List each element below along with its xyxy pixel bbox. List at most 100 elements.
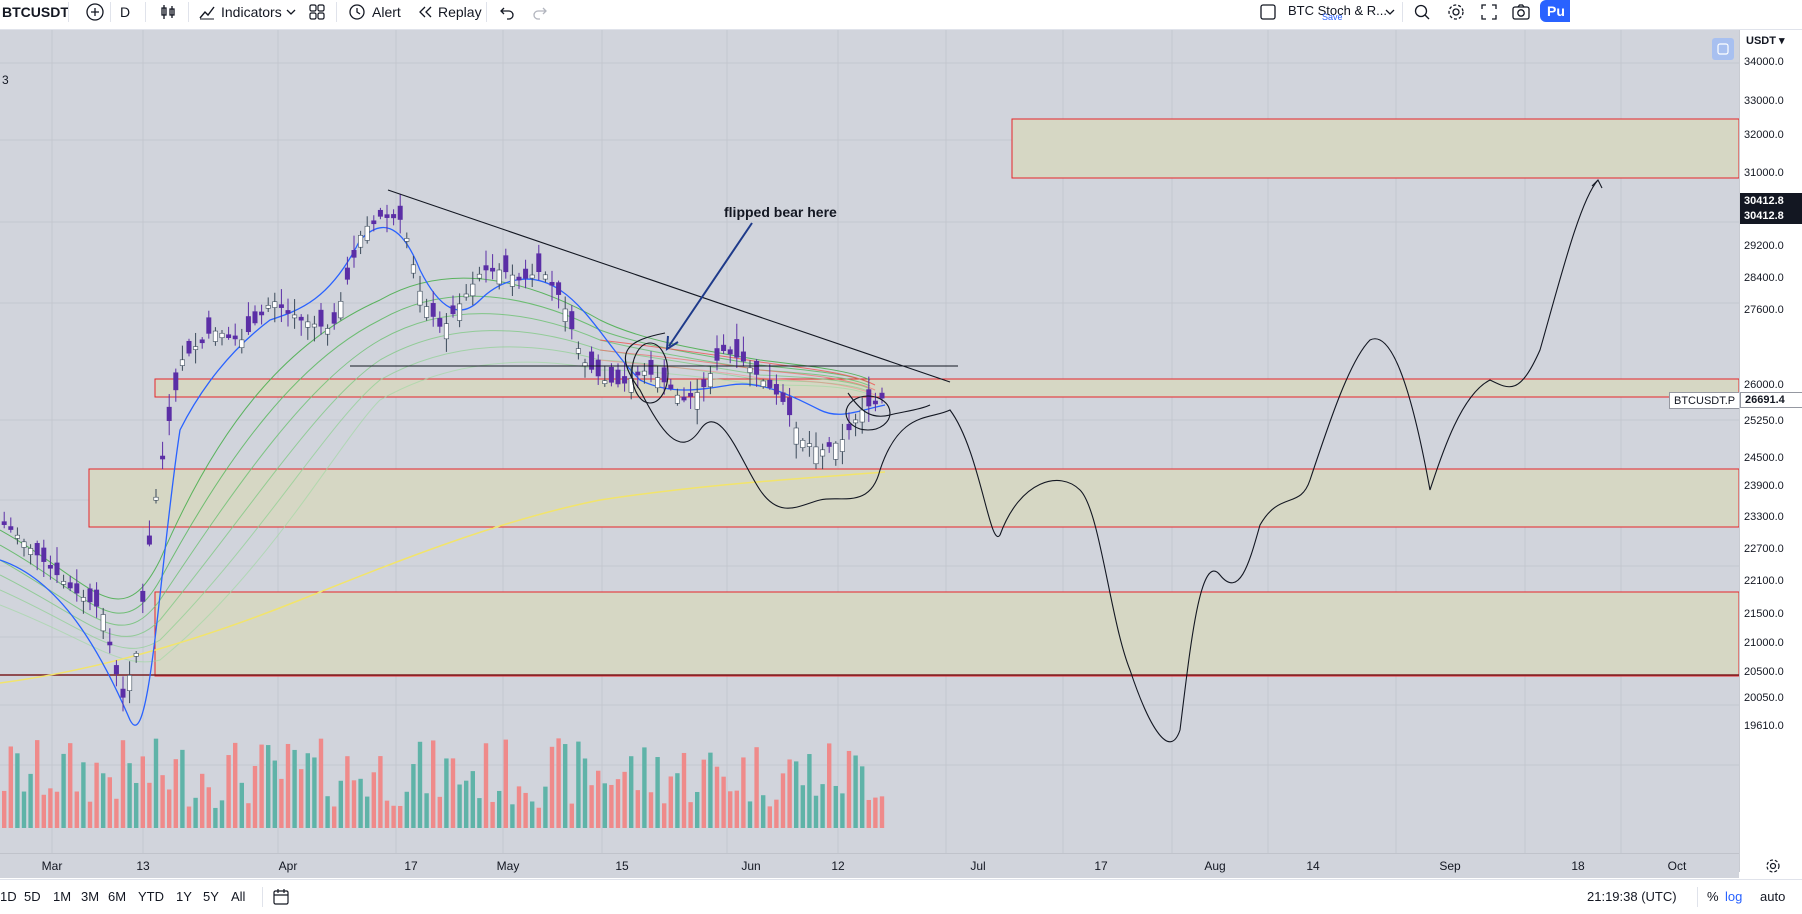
compare-symbol-button[interactable] — [84, 0, 106, 24]
volume-bar — [734, 790, 739, 828]
volume-bar — [134, 782, 139, 828]
chevron-down-icon — [1385, 9, 1395, 15]
chart-pane[interactable]: 3 flipped bear here BTCUSDT.P — [0, 30, 1741, 872]
volume-bar — [365, 796, 370, 828]
trendlines — [350, 179, 1603, 743]
indicators-button[interactable]: Indicators — [198, 0, 282, 24]
candle-body — [529, 274, 535, 279]
price-tick: 33000.0 — [1744, 95, 1784, 107]
candle-body — [787, 397, 793, 416]
layout-menu-button[interactable] — [1383, 0, 1397, 24]
volume-bar — [516, 786, 522, 828]
visibility-toggle-button[interactable] — [1712, 38, 1734, 60]
candle-body — [87, 588, 93, 603]
candle-body — [701, 379, 707, 388]
volume-bar — [635, 790, 640, 828]
volume-bar — [543, 786, 548, 828]
volume-bar — [622, 771, 627, 828]
indicators-dropdown[interactable] — [284, 0, 298, 24]
fullscreen-button[interactable] — [1478, 0, 1500, 24]
symbol-search[interactable]: BTCUSDT — [2, 0, 69, 24]
range-button-ytd[interactable]: YTD — [138, 889, 164, 904]
range-button-5y[interactable]: 5Y — [203, 889, 219, 904]
chart-style-button[interactable] — [158, 0, 178, 24]
volume-bar — [767, 806, 772, 828]
volume-bar — [563, 744, 568, 828]
snapshot-button[interactable] — [1510, 0, 1532, 24]
volume-bar — [523, 792, 528, 828]
redo-button[interactable] — [530, 0, 550, 24]
range-button-1m[interactable]: 1M — [53, 889, 72, 904]
clock-display[interactable]: 21:19:38 (UTC) — [1587, 889, 1677, 904]
undo-button[interactable] — [497, 0, 517, 24]
auto-toggle[interactable]: auto — [1760, 889, 1785, 904]
currency-selector[interactable]: USDT ▾ — [1746, 35, 1785, 47]
volume-bar — [853, 755, 858, 828]
volume-bar — [398, 805, 403, 828]
volume-bar — [602, 783, 607, 828]
price-tick: 23300.0 — [1744, 511, 1784, 523]
log-toggle[interactable]: log — [1725, 889, 1742, 904]
candle-body — [622, 376, 628, 384]
interval-button[interactable]: D — [120, 0, 130, 24]
volume-bar — [28, 773, 33, 828]
settings-button[interactable] — [1445, 0, 1467, 24]
time-tick: 14 — [1306, 859, 1320, 873]
range-button-5d[interactable]: 5D — [24, 889, 41, 904]
axis-settings-button[interactable] — [1765, 858, 1781, 879]
range-button-6m[interactable]: 6M — [108, 889, 127, 904]
candle-body — [193, 346, 199, 350]
templates-button[interactable] — [306, 0, 328, 24]
candle-body — [358, 235, 364, 248]
price-axis[interactable]: USDT ▾ 34000.033000.032000.031000.030000… — [1739, 30, 1802, 872]
legend-count-label: 3 — [2, 73, 9, 87]
time-tick: Oct — [1667, 859, 1687, 873]
price-tick: 28400.0 — [1744, 272, 1784, 284]
top-toolbar: BTCUSDT D Indicators Alert Replay BTC S — [0, 0, 1802, 30]
layout-name[interactable]: BTC Stoch & R... — [1288, 0, 1387, 22]
volume-bar — [101, 773, 106, 828]
alert-button[interactable]: Alert — [347, 0, 401, 24]
legend-indicator-count[interactable]: 3 — [2, 73, 9, 87]
volume-bar — [497, 790, 502, 828]
bar-style-icon — [161, 5, 175, 19]
candle-body — [212, 330, 218, 342]
candle-body — [318, 309, 324, 327]
time-axis[interactable]: Mar 13 Apr 17 May 15 Jun 12 Jul 17 Aug 14 Sep 18 Oct — [0, 853, 1780, 878]
replay-button[interactable]: Replay — [417, 0, 482, 24]
time-tick: Sep — [1439, 859, 1461, 873]
refresh-icon — [1717, 43, 1729, 55]
candle-body — [41, 547, 47, 562]
volume-bar — [794, 761, 799, 828]
candle-body — [404, 238, 410, 242]
chart-canvas[interactable] — [0, 30, 1739, 853]
candle-body — [298, 316, 304, 321]
volume-bar — [609, 784, 614, 828]
candle-body — [608, 366, 614, 383]
volume-bar — [754, 747, 759, 828]
auto-label: auto — [1760, 889, 1786, 904]
quick-search-button[interactable] — [1411, 0, 1433, 24]
alert-icon — [349, 4, 365, 20]
percent-toggle[interactable]: % — [1707, 889, 1719, 904]
layout-name-label: BTC Stoch & R... — [1288, 2, 1387, 18]
layout-checkbox[interactable] — [1258, 0, 1278, 24]
rejection-circle-1 — [631, 342, 669, 404]
target-price-1: 30412.8 — [1744, 195, 1784, 207]
range-button-3m[interactable]: 3M — [81, 889, 100, 904]
candle-body — [265, 305, 271, 309]
candle-body — [100, 614, 106, 632]
volume-bar — [272, 760, 277, 828]
candle-body — [351, 250, 357, 258]
publish-button[interactable]: Pu — [1540, 0, 1570, 22]
candle-body — [232, 335, 238, 340]
range-button-all[interactable]: All — [231, 889, 246, 904]
candle-body — [113, 665, 119, 675]
clock-label: 21:19:38 (UTC) — [1587, 889, 1677, 904]
range-button-1y[interactable]: 1Y — [176, 889, 192, 904]
search-icon — [1414, 4, 1430, 20]
volume-bar — [54, 791, 60, 828]
goto-date-button[interactable] — [272, 888, 290, 911]
range-button-1d[interactable]: 1D — [0, 889, 17, 904]
time-tick: 18 — [1571, 859, 1585, 873]
